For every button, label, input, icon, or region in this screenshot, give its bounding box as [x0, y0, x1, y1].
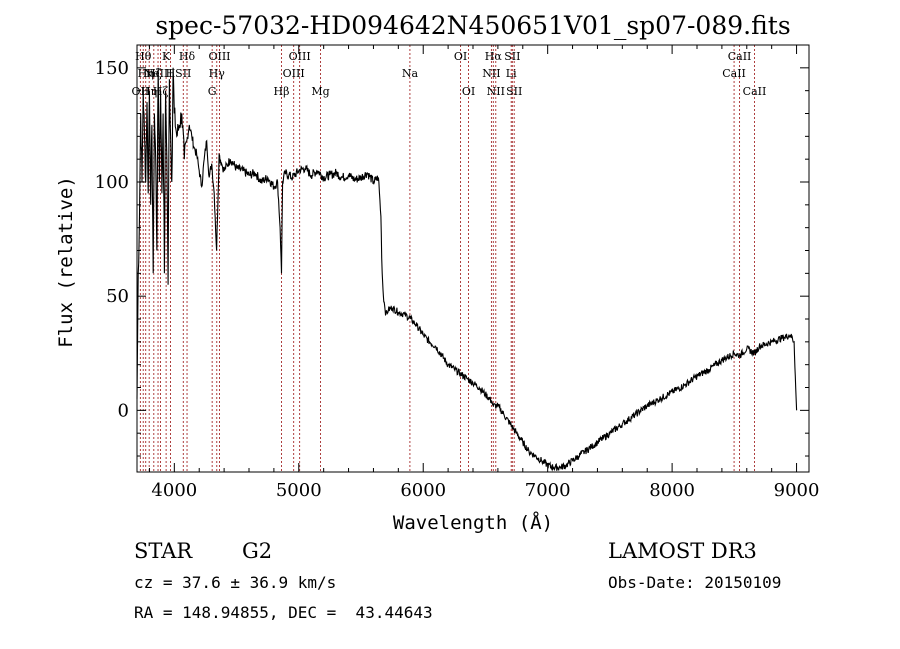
- redshift-velocity: cz = 37.6 ± 36.9 km/s: [134, 573, 337, 592]
- line-label: OIII: [208, 50, 230, 63]
- y-tick-label: 50: [106, 286, 129, 307]
- chart-title: spec-57032-HD094642N450651V01_sp07-089.f…: [155, 11, 790, 40]
- line-label: SII: [506, 85, 522, 98]
- x-tick-label: 7000: [525, 480, 571, 501]
- line-label: SII: [175, 67, 191, 80]
- line-label: Hβ: [274, 85, 290, 98]
- line-label: H: [166, 67, 176, 80]
- line-label: CaII: [743, 85, 767, 98]
- line-label: Mg: [311, 85, 329, 98]
- line-label: Li: [506, 67, 517, 80]
- x-axis-ticks: 4000 5000 6000 7000 8000 9000: [148, 45, 820, 501]
- coordinates: RA = 148.94855, DEC = 43.44643: [134, 603, 433, 622]
- observation-date: Obs-Date: 20150109: [608, 573, 782, 592]
- line-label: K: [162, 50, 171, 63]
- plot-frame: [136, 44, 810, 473]
- line-label: Hγ: [209, 67, 226, 80]
- line-label: CaII: [728, 50, 752, 63]
- x-axis-label: Wavelength (Å): [393, 511, 553, 534]
- x-tick-label: 5000: [276, 480, 322, 501]
- line-label: OIII: [283, 67, 305, 80]
- object-class: STAR: [134, 539, 193, 563]
- line-label: NII: [487, 85, 505, 98]
- spectrum-line: [136, 67, 798, 472]
- line-label: Na: [402, 67, 419, 80]
- y-axis-ticks: 0 50 100 150: [95, 58, 809, 457]
- line-label: OII: [132, 85, 150, 98]
- line-label: OIII: [289, 50, 311, 63]
- x-tick-label: 8000: [649, 480, 695, 501]
- object-subclass: G2: [242, 539, 273, 563]
- line-label: NII: [482, 67, 500, 80]
- line-label: G: [208, 85, 217, 98]
- line-label: SII: [504, 50, 520, 63]
- x-tick-label: 9000: [774, 480, 820, 501]
- line-label: Hα: [485, 50, 503, 63]
- line-label: Hη: [138, 67, 154, 80]
- y-tick-label: 150: [95, 58, 129, 79]
- y-tick-label: 0: [118, 400, 129, 421]
- survey-name: LAMOST DR3: [608, 539, 757, 563]
- line-label: CaII: [722, 67, 746, 80]
- x-tick-label: 6000: [400, 480, 446, 501]
- line-label: OI: [462, 85, 475, 98]
- line-label: Hθ: [135, 50, 152, 63]
- y-axis-label: Flux (relative): [55, 176, 77, 348]
- line-label: OI: [454, 50, 467, 63]
- y-tick-label: 100: [95, 172, 129, 193]
- spectral-line-markers: [139, 45, 755, 472]
- line-label: Hδ: [179, 50, 196, 63]
- x-tick-label: 4000: [151, 480, 197, 501]
